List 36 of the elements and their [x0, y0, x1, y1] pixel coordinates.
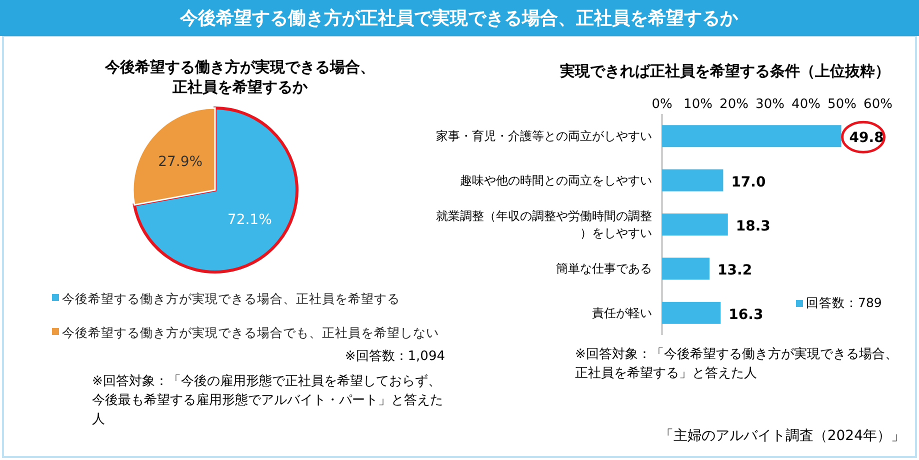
x-tick-label: 0% — [652, 97, 672, 112]
y-tick-label: 責任が軽い — [592, 306, 652, 320]
text: 17.0 — [731, 174, 766, 190]
legend-label: 今後希望する働き方が実現できる場合でも、正社員を希望しない — [62, 325, 439, 340]
bar — [662, 258, 710, 280]
pie-slice — [132, 106, 298, 274]
bar — [662, 214, 728, 236]
y-tick-label: 趣味や他の時間との両立をしやすい — [460, 173, 652, 188]
bar — [662, 125, 842, 148]
text: 16.3 — [728, 306, 764, 323]
x-tick-label: 30% — [756, 97, 784, 112]
legend-label: 今後希望する働き方が実現できる場合、正社員を希望する — [62, 291, 400, 306]
pie-slice — [132, 107, 216, 206]
x-tick-label: 50% — [828, 97, 856, 112]
data-label: 27.9% — [158, 154, 203, 170]
y-tick-label: 簡単な仕事である — [556, 262, 652, 276]
chart-title: 今後希望する働き方が正社員で実現できる場合、正社員を希望するか — [179, 8, 739, 29]
text: 「主婦のアルバイト調査（2024年）」 — [659, 428, 905, 444]
bar — [662, 169, 724, 192]
x-tick-label: 60% — [864, 97, 892, 112]
text: 18.3 — [736, 218, 770, 234]
x-tick-label: 40% — [792, 97, 820, 112]
chart-title: 実現できれば正社員を希望する条件（上位抜粋） — [559, 62, 890, 80]
y-tick-label: 就業調整（年収の調整や労働時間の調整）をしやすい — [436, 209, 652, 240]
x-tick-label: 20% — [720, 97, 748, 112]
x-tick-label: 10% — [684, 97, 712, 112]
legend-label: 回答数：789 — [806, 295, 882, 310]
text: 49.8 — [849, 130, 884, 146]
y-tick-label: 家事・育児・介護等との両立がしやすい — [436, 129, 652, 144]
text: ※回答対象：「今後希望する働き方が実現できる場合、正社員を希望する」と答えた人 — [575, 346, 898, 381]
data-label: 72.1% — [227, 212, 272, 228]
text: ※回答数：1,094 — [344, 349, 445, 364]
chart-subtitle: 今後希望する働き方が実現できる場合、正社員を希望するか — [104, 58, 375, 96]
text: 13.2 — [718, 262, 752, 279]
text: ※回答対象：「今後の雇用形態で正社員を希望しておらず、今後最も希望する雇用形態でアルバイト・パート」と答えた人 — [92, 373, 443, 427]
bar — [662, 302, 721, 324]
